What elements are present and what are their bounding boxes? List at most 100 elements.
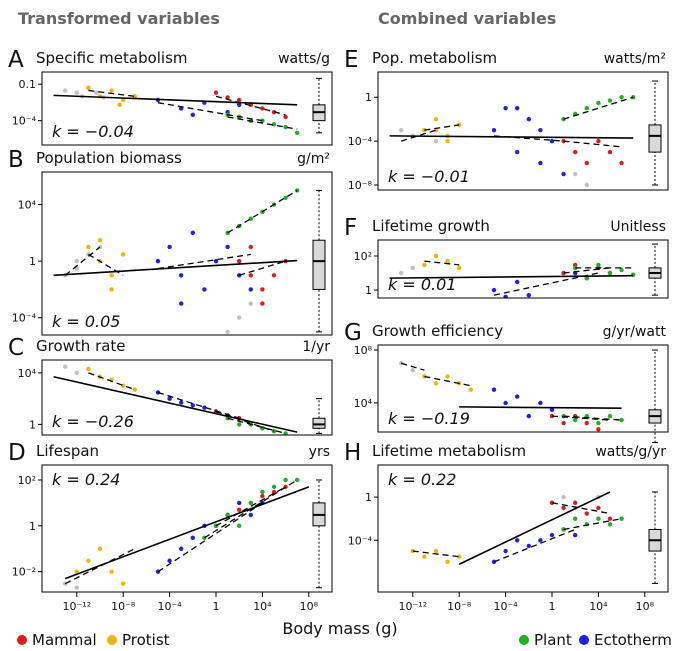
x-tick-label: 1 (213, 600, 220, 613)
point (561, 171, 566, 177)
plot-area (62, 477, 310, 590)
panel-frame (41, 71, 333, 146)
x-tick-label: 10⁻⁸ (111, 600, 136, 613)
point (549, 407, 555, 413)
point (94, 90, 99, 95)
point (561, 494, 566, 500)
point (515, 394, 520, 399)
point (237, 500, 242, 506)
y-tick-label: 10⁸ (354, 344, 373, 357)
y-tick-label: 1 (365, 284, 372, 297)
fit-line (458, 491, 611, 565)
point (132, 94, 137, 99)
point (422, 554, 427, 559)
point (190, 112, 195, 118)
plot-area (53, 364, 298, 435)
point (295, 130, 300, 136)
point (457, 265, 462, 271)
point (503, 400, 508, 406)
point (237, 315, 242, 320)
point (283, 114, 288, 120)
point (549, 532, 555, 538)
fit-line (157, 391, 240, 419)
plot-area (53, 85, 300, 136)
point (109, 287, 114, 292)
point (445, 559, 450, 565)
y-tick-label: 0.1 (19, 78, 37, 91)
point (399, 270, 404, 276)
panel-letter: H (344, 440, 361, 466)
point (619, 160, 624, 166)
y-tick-label: 10² (354, 250, 372, 263)
k-label: k = −0.26 (52, 412, 134, 431)
k-label: k = −0.19 (388, 409, 470, 428)
point (248, 500, 253, 506)
panel-letter: B (8, 147, 24, 173)
x-tick-label: 10⁴ (253, 600, 272, 613)
point (74, 90, 80, 95)
point (433, 548, 439, 554)
point (445, 374, 450, 379)
point (86, 244, 91, 250)
panel-unit: watts/g/yr (595, 444, 666, 460)
point (260, 301, 265, 306)
point (260, 489, 265, 495)
point (283, 477, 288, 483)
point (433, 138, 439, 144)
point (225, 244, 230, 250)
point (167, 396, 172, 401)
y-tick-label: 10⁻⁴ (12, 312, 37, 325)
section-header: Transformed variables (18, 9, 220, 28)
y-tick-label: 10⁻² (12, 566, 36, 579)
panel-title: Growth efficiency (372, 322, 503, 340)
point (538, 538, 543, 543)
point (503, 106, 508, 111)
fit-line (88, 89, 135, 97)
panel-title: Lifespan (36, 442, 99, 460)
panel-title: Specific metabolism (36, 49, 188, 67)
k-label: k = −0.01 (388, 167, 470, 186)
point (271, 122, 277, 127)
fit-line (401, 129, 437, 142)
y-tick-label: 1 (29, 255, 36, 268)
point (283, 124, 288, 130)
fit-line (401, 362, 425, 371)
point (74, 569, 80, 574)
y-tick-label: 10⁻⁴ (348, 135, 373, 148)
point (491, 127, 497, 133)
point (573, 171, 578, 177)
y-tick-label: 1 (365, 91, 372, 104)
panel-letter: C (8, 335, 24, 361)
fit-line (424, 124, 460, 131)
point (109, 569, 114, 574)
panel-unit: watts/m² (604, 51, 666, 67)
point (121, 581, 126, 586)
panel-title: Pop. metabolism (372, 49, 497, 67)
point (179, 546, 184, 551)
fit-line (227, 116, 298, 130)
panel-unit: g/m² (297, 151, 330, 167)
fit-line (53, 375, 298, 433)
point (619, 95, 624, 100)
point (526, 292, 531, 298)
fit-line (493, 528, 576, 563)
legend-swatch (17, 635, 27, 645)
section-header: Combined variables (378, 9, 556, 28)
legend-swatch (519, 635, 529, 645)
y-tick-label: 1 (365, 491, 372, 504)
point (596, 505, 601, 511)
fit-line (493, 135, 564, 142)
fit-line (88, 253, 124, 276)
k-label: k = 0.24 (52, 470, 120, 489)
panel-unit: g/yr/watt (603, 324, 667, 340)
fit-line (389, 274, 634, 279)
point (283, 431, 288, 435)
point (503, 548, 508, 554)
panel-title: Lifetime growth (372, 217, 490, 235)
point (515, 538, 520, 543)
y-tick-label: 10⁴ (354, 397, 373, 410)
point (295, 477, 300, 483)
point (237, 507, 242, 513)
point (225, 329, 230, 335)
panel-title: Growth rate (36, 337, 126, 355)
